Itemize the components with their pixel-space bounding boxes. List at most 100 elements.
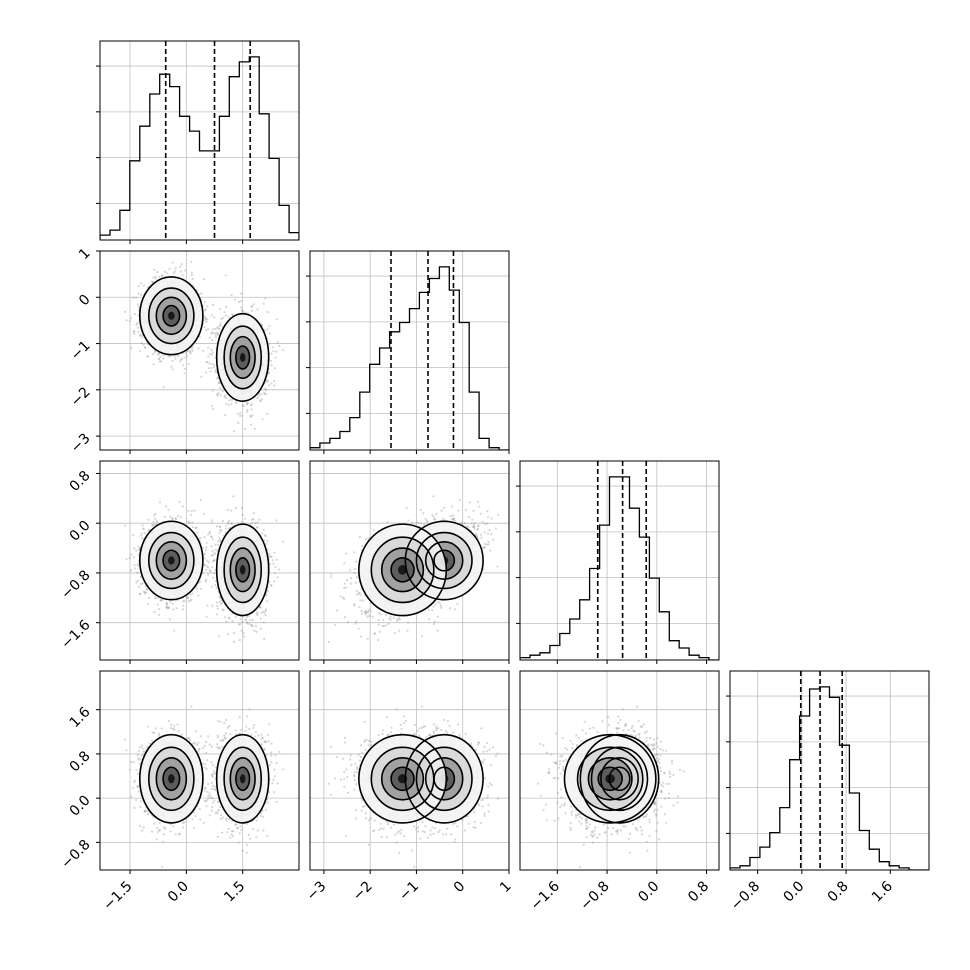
sample-point: [173, 355, 176, 358]
sample-point: [174, 517, 177, 520]
sample-point: [205, 371, 208, 374]
sample-point: [175, 607, 178, 610]
sample-point: [142, 343, 145, 346]
y-tick-label: 0: [76, 292, 94, 310]
sample-point: [143, 592, 147, 595]
sample-point: [163, 270, 166, 273]
sample-point: [190, 273, 193, 277]
sample-point: [207, 367, 210, 370]
panel-content: [100, 461, 299, 660]
sample-point: [226, 633, 229, 636]
sample-point: [191, 349, 194, 352]
sample-point: [184, 351, 187, 354]
sample-point: [232, 631, 235, 635]
sample-point: [195, 587, 198, 590]
sample-point: [257, 394, 260, 397]
sample-point: [210, 353, 213, 356]
panel-frame: [99, 250, 300, 451]
sample-point: [249, 415, 252, 419]
sample-point: [266, 328, 269, 331]
sample-point: [266, 380, 269, 383]
sample-point: [132, 296, 135, 299]
sample-point: [242, 404, 245, 407]
sample-point: [256, 612, 259, 615]
sample-point: [230, 522, 233, 525]
sample-point: [177, 514, 180, 518]
sample-point: [264, 297, 267, 300]
sample-point: [146, 603, 149, 606]
sample-point: [223, 311, 226, 314]
sample-point: [215, 601, 218, 604]
sample-point: [258, 399, 261, 402]
sample-point: [191, 277, 194, 281]
sample-point: [211, 351, 214, 354]
sample-point: [224, 527, 227, 530]
sample-point: [265, 542, 268, 546]
sample-point: [224, 524, 227, 527]
sample-point: [213, 331, 216, 334]
sample-point: [210, 314, 213, 317]
sample-point: [221, 608, 224, 611]
sample-point: [219, 307, 222, 311]
sample-point: [265, 388, 268, 391]
sample-point: [203, 536, 206, 539]
sample-point: [211, 560, 215, 563]
sample-point: [273, 384, 276, 387]
sample-point: [224, 413, 227, 417]
sample-point: [260, 398, 264, 401]
sample-point: [213, 572, 216, 575]
sample-point: [153, 351, 156, 354]
sample-point: [211, 328, 215, 331]
panel-content: [100, 251, 299, 450]
histogram-step: [100, 56, 299, 240]
sample-point: [157, 353, 160, 356]
sample-point: [251, 521, 254, 525]
sample-point: [165, 602, 168, 605]
sample-point: [216, 377, 219, 380]
sample-point: [173, 270, 176, 273]
sample-point: [268, 332, 271, 335]
sample-point: [137, 553, 140, 556]
sample-point: [275, 318, 278, 321]
sample-point: [210, 332, 213, 335]
sample-point: [239, 411, 242, 414]
sample-point: [153, 611, 156, 614]
sample-point: [201, 546, 204, 549]
y-tick-label: −1: [68, 338, 94, 364]
sample-point: [226, 508, 230, 511]
sample-point: [133, 330, 136, 333]
sample-point: [210, 348, 213, 351]
sample-point: [239, 292, 243, 295]
sample-point: [174, 357, 177, 360]
sample-point: [214, 548, 217, 551]
sample-point: [132, 556, 135, 559]
sample-point: [216, 393, 219, 396]
sample-point: [231, 313, 234, 316]
sample-point: [142, 528, 146, 531]
sample-point: [137, 545, 140, 548]
sample-point: [256, 308, 259, 311]
sample-point: [154, 275, 157, 278]
density-fill: [168, 311, 175, 320]
sample-point: [237, 422, 240, 425]
sample-point: [158, 360, 161, 363]
sample-point: [213, 559, 216, 562]
sample-point: [268, 384, 271, 387]
sample-point: [190, 510, 193, 513]
sample-point: [213, 551, 216, 554]
sample-point: [158, 275, 161, 278]
sample-point: [190, 271, 193, 274]
sample-point: [250, 309, 253, 312]
sample-point: [171, 368, 174, 371]
sample-point: [146, 355, 149, 358]
sample-point: [208, 569, 211, 572]
sample-point: [181, 274, 184, 277]
sample-point: [214, 368, 217, 371]
sample-point: [208, 530, 211, 533]
sample-point: [217, 635, 221, 638]
sample-point: [205, 546, 208, 549]
sample-point: [167, 606, 170, 610]
sample-point: [250, 408, 253, 411]
sample-point: [215, 331, 219, 334]
sample-point: [262, 302, 265, 305]
